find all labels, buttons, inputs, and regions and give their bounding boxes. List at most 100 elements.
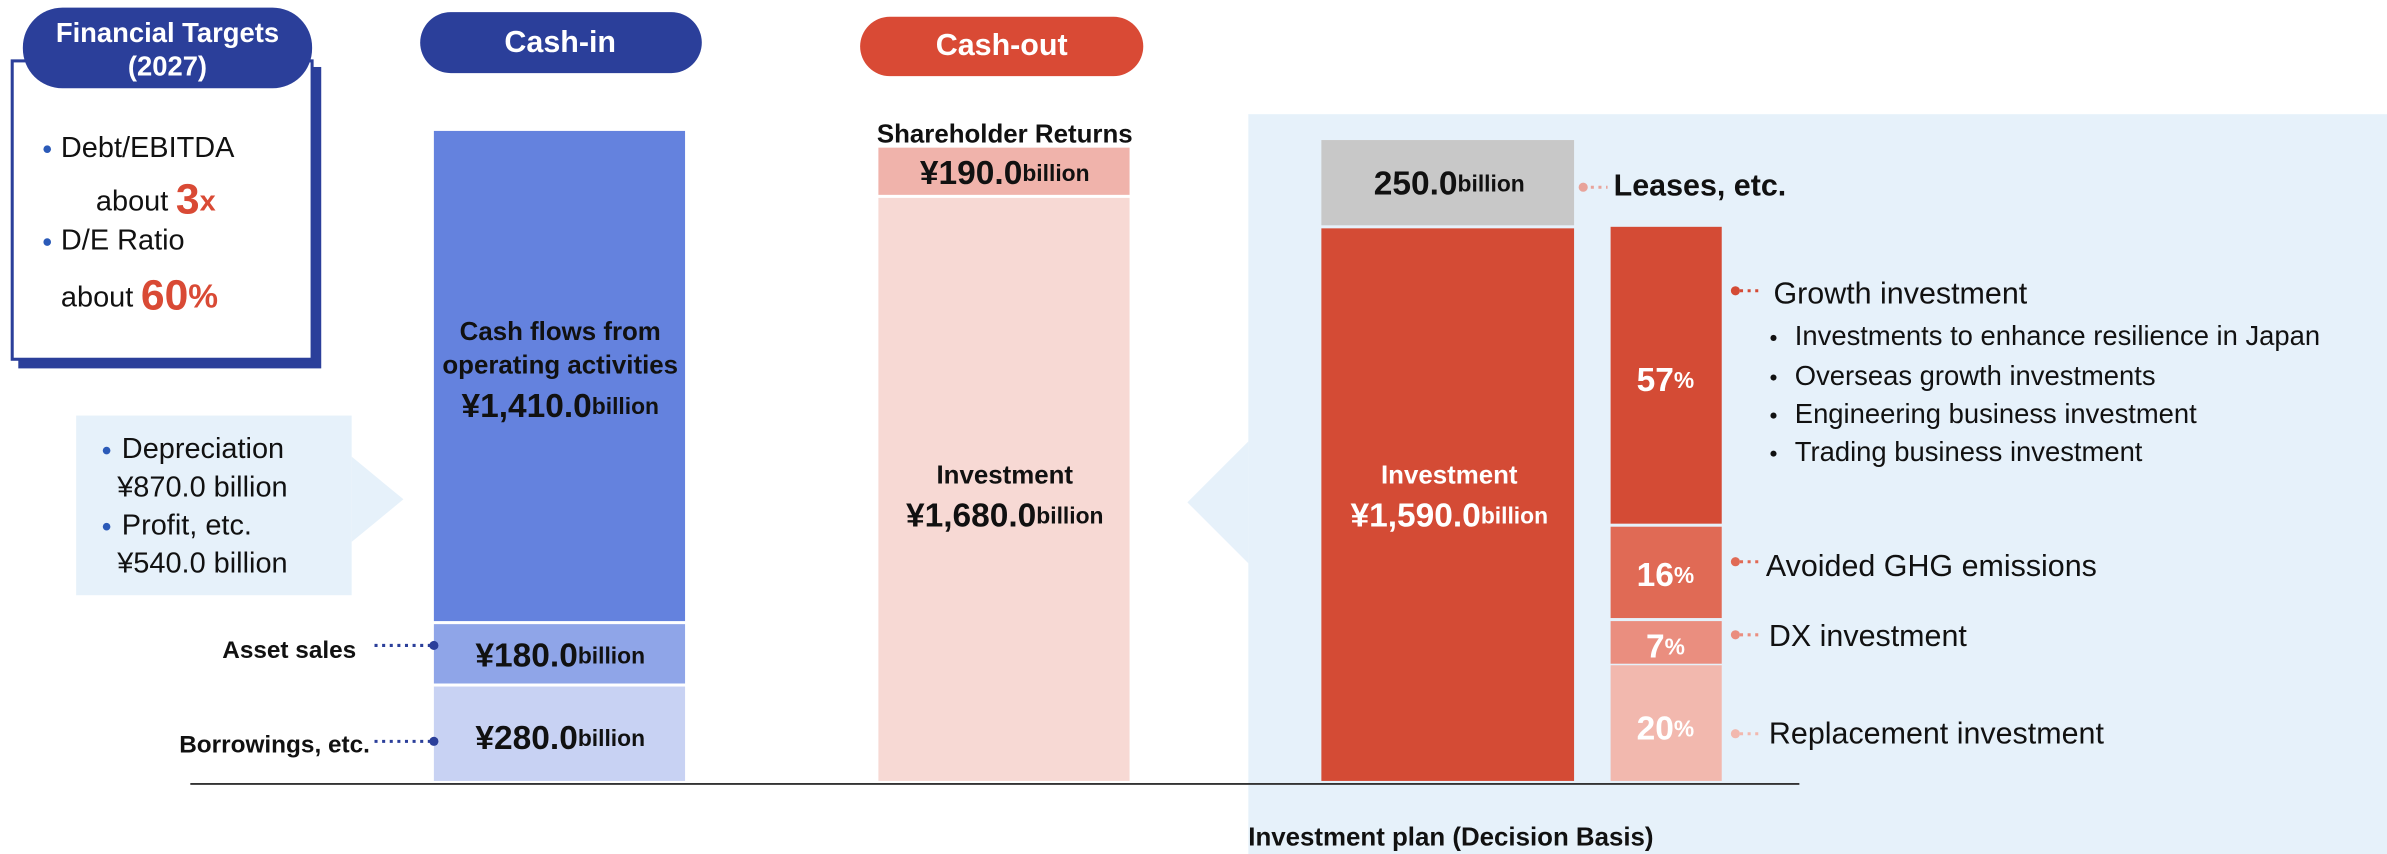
value: 60 bbox=[141, 272, 188, 320]
share: 16% bbox=[1637, 557, 1695, 594]
bullet bbox=[1770, 450, 1777, 457]
growth-item: Investments to enhance resilience in Jap… bbox=[1795, 320, 2320, 351]
breakdown-label: Replacement investment bbox=[1769, 716, 2105, 750]
amount-unit: billion bbox=[1481, 503, 1548, 529]
share: 20% bbox=[1637, 711, 1695, 748]
share: 57% bbox=[1637, 362, 1695, 399]
share-value: 7 bbox=[1646, 628, 1665, 665]
unit: % bbox=[188, 278, 218, 315]
bar-label: Shareholder Returns bbox=[877, 120, 1133, 148]
share: 7% bbox=[1646, 628, 1685, 665]
cash-in-pill bbox=[420, 12, 702, 74]
amount-value: ¥280.0 bbox=[475, 720, 577, 757]
breakdown-label: Avoided GHG emissions bbox=[1766, 549, 2097, 583]
plan-title: Investment plan (Decision Basis) bbox=[1248, 824, 1653, 852]
amount: ¥280.0billion bbox=[475, 720, 645, 757]
amount: ¥1,590.0billion bbox=[1350, 497, 1548, 534]
amount-value: 250.0 bbox=[1374, 166, 1458, 203]
amount-value: ¥1,590.0 bbox=[1350, 497, 1480, 534]
asset-sales-bar bbox=[433, 624, 686, 684]
borrowings-bar bbox=[433, 686, 686, 781]
side-label: Asset sales bbox=[222, 637, 356, 664]
share-unit: % bbox=[1674, 367, 1694, 393]
amount-value: ¥1,680.0 bbox=[906, 497, 1036, 534]
amount-value: ¥190.0 bbox=[920, 155, 1022, 192]
amount-unit: billion bbox=[578, 643, 645, 669]
amount-value: ¥1,410.0 bbox=[461, 388, 591, 425]
amount-unit: billion bbox=[1458, 171, 1525, 197]
prefix: about bbox=[61, 281, 133, 313]
amount-unit: billion bbox=[578, 725, 645, 751]
connector-dot bbox=[1578, 182, 1588, 192]
callout-text: Depreciation bbox=[122, 433, 284, 465]
amount: 250.0billion bbox=[1374, 166, 1525, 203]
target-label: D/E Ratio bbox=[61, 225, 185, 257]
share-value: 16 bbox=[1637, 557, 1674, 594]
growth-item: Engineering business investment bbox=[1795, 398, 2197, 429]
unit: x bbox=[200, 185, 216, 217]
callout-arrow bbox=[351, 456, 404, 542]
amount-unit: billion bbox=[1036, 503, 1103, 529]
leases-bar bbox=[1321, 140, 1575, 226]
amount-unit: billion bbox=[1022, 160, 1089, 186]
bar-label: operating activities bbox=[442, 352, 678, 380]
target-label: Debt/EBITDA bbox=[61, 132, 235, 164]
connector-dot bbox=[429, 736, 439, 746]
bar-label: Investment bbox=[936, 461, 1073, 489]
share-value: 57 bbox=[1637, 362, 1674, 399]
share-unit: % bbox=[1665, 634, 1685, 660]
leases-label: Leases, etc. bbox=[1614, 168, 1787, 202]
callout-text: ¥540.0 billion bbox=[116, 547, 287, 579]
breakdown-label: DX investment bbox=[1769, 619, 1967, 653]
bullet bbox=[1770, 374, 1777, 381]
bullet bbox=[1770, 334, 1777, 341]
investment-bar bbox=[878, 197, 1130, 781]
growth-item: Trading business investment bbox=[1795, 436, 2143, 467]
plan-investment-bar bbox=[1321, 228, 1575, 781]
target-value: about 3x bbox=[96, 176, 216, 224]
callout bbox=[76, 415, 352, 596]
growth-segment bbox=[1610, 226, 1722, 524]
ghg-segment bbox=[1610, 526, 1722, 619]
bullet bbox=[43, 238, 52, 246]
value: 3 bbox=[176, 176, 200, 224]
connector-dot bbox=[1730, 630, 1740, 640]
prefix: about bbox=[96, 185, 168, 217]
share-unit: % bbox=[1674, 716, 1694, 742]
operating-bar bbox=[433, 130, 686, 622]
targets-subtitle: (2027) bbox=[128, 51, 207, 82]
plan-arrow bbox=[1187, 441, 1249, 564]
returns-bar bbox=[878, 147, 1130, 195]
cash-in-title: Cash-in bbox=[504, 25, 616, 59]
breakdown-label: Growth investment bbox=[1773, 276, 2027, 310]
amount-value: ¥180.0 bbox=[475, 637, 577, 674]
amount: ¥180.0billion bbox=[475, 637, 645, 674]
callout-text: ¥870.0 billion bbox=[116, 471, 287, 503]
bullet bbox=[102, 446, 111, 455]
bullet bbox=[43, 145, 52, 153]
cash-out-pill bbox=[860, 16, 1144, 77]
amount: ¥190.0billion bbox=[920, 155, 1090, 192]
callout-text: Profit, etc. bbox=[122, 509, 252, 541]
dx-segment bbox=[1610, 621, 1722, 664]
connector-dot bbox=[429, 640, 439, 651]
amount: ¥1,410.0billion bbox=[461, 388, 659, 425]
cash-out-title: Cash-out bbox=[936, 28, 1068, 62]
amount-unit: billion bbox=[592, 393, 659, 419]
connector-dot bbox=[1730, 557, 1740, 567]
replacement-segment bbox=[1610, 665, 1722, 781]
side-label: Borrowings, etc. bbox=[179, 731, 370, 758]
share-unit: % bbox=[1674, 562, 1694, 588]
bar-label: Cash flows from bbox=[460, 318, 661, 346]
growth-item: Overseas growth investments bbox=[1795, 360, 2156, 391]
bullet bbox=[1770, 412, 1777, 419]
share-value: 20 bbox=[1637, 711, 1674, 748]
connector-dot bbox=[1730, 286, 1740, 296]
amount: ¥1,680.0billion bbox=[906, 497, 1104, 534]
targets-pill bbox=[22, 7, 313, 89]
targets-box bbox=[10, 59, 314, 361]
target-value: about 60% bbox=[61, 272, 218, 320]
connector-dot bbox=[1730, 729, 1740, 739]
bullet bbox=[102, 522, 111, 531]
